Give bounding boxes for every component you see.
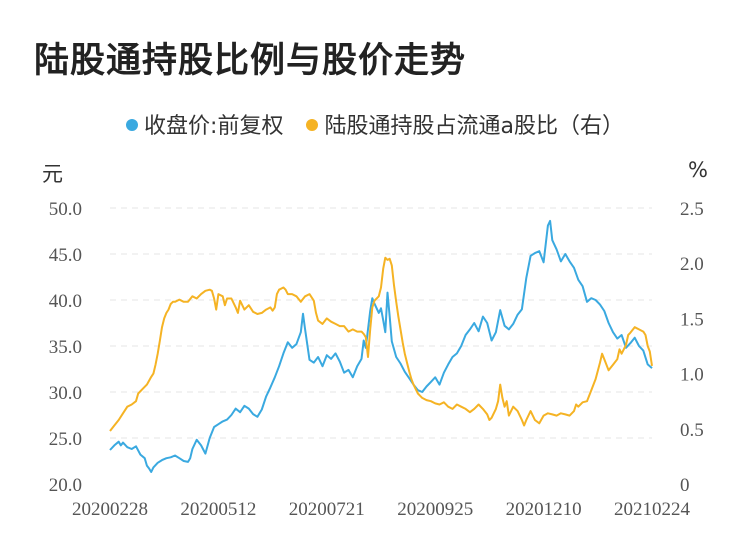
x-tick-label: 20200512 [180,499,256,520]
y-left-tick-label: 35.0 [49,337,82,358]
y-left-tick-label: 40.0 [49,291,82,312]
legend-item-close-price[interactable]: 收盘价:前复权 [126,108,283,140]
y-left-unit: 元 [42,162,63,186]
y-right-tick-label: 1.0 [680,365,704,386]
y-right-unit: % [688,158,708,182]
y-left-tick-label: 45.0 [49,245,82,266]
y-left-tick-label: 25.0 [49,429,82,450]
x-tick-label: 20200721 [289,499,365,520]
legend-dot-icon [126,119,139,131]
y-right-tick-label: 1.5 [680,309,704,330]
legend-dot-icon [306,119,319,131]
y-right-tick-label: 0 [680,475,690,496]
x-tick-label: 20200925 [397,499,473,520]
y-left-tick-label: 50.0 [49,199,82,220]
chart-title: 陆股通持股比例与股价走势 [34,41,467,81]
y-right-tick-label: 2.0 [680,254,704,275]
y-right-tick-label: 2.5 [680,199,704,220]
x-tick-label: 20210224 [614,499,691,520]
y-left-tick-label: 30.0 [49,383,82,404]
y-right-tick-label: 0.5 [680,420,704,441]
x-tick-label: 20200228 [72,499,148,520]
legend-label-close-price: 收盘价:前复权 [144,114,284,139]
legend-item-holding-ratio[interactable]: 陆股通持股占流通a股比（右） [306,108,624,140]
series-line-holding-ratio [109,256,653,432]
legend-label-holding-ratio: 陆股通持股占流通a股比（右） [324,114,624,139]
x-tick-label: 20201210 [506,499,582,520]
y-left-tick-label: 20.0 [49,475,82,496]
legend: 收盘价:前复权 陆股通持股占流通a股比（右） [0,108,750,140]
